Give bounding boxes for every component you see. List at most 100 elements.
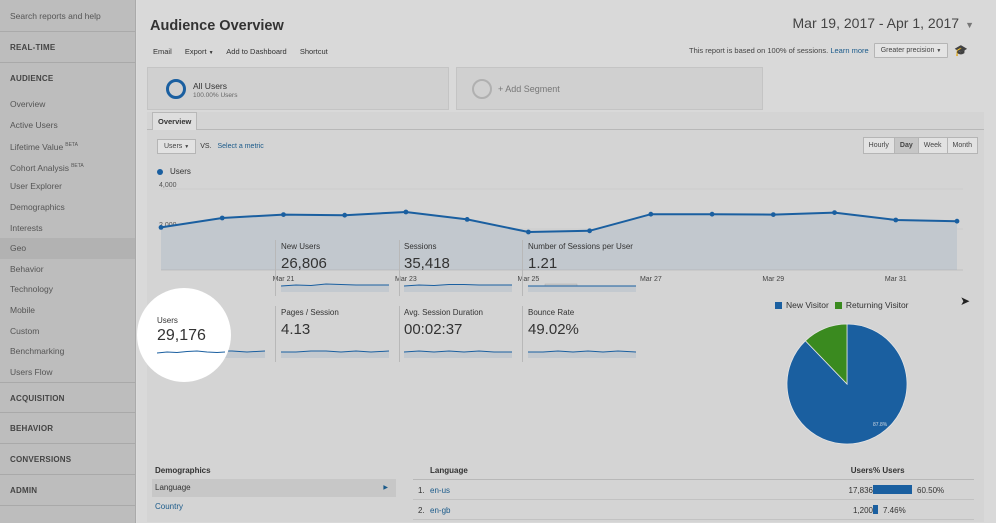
pct-users-bar — [873, 505, 878, 514]
sidebar-item-lifetime-value[interactable]: Lifetime Value BETA — [0, 135, 135, 156]
mouse-cursor-icon: ➤ — [960, 294, 971, 308]
language-link[interactable]: en-gb — [430, 506, 451, 515]
sidebar-item-label: User Explorer — [10, 181, 62, 192]
segment-all-users[interactable]: All Users 100.00% Users — [147, 67, 449, 110]
data-point-mar-19[interactable] — [158, 225, 164, 230]
data-point-mar-29[interactable] — [770, 212, 776, 217]
chevron-down-icon: ▼ — [936, 48, 942, 54]
demographics-country[interactable]: Country — [155, 502, 184, 511]
stat-tile-avg-session-duration[interactable]: Avg. Session Duration 00:02:37 — [404, 306, 522, 364]
spotlight-highlight — [137, 288, 231, 382]
pie-legend: New Visitor Returning Visitor — [775, 300, 909, 310]
stat-tile-number-of-sessions-per-user[interactable]: Number of Sessions per User 1.21 — [528, 240, 646, 298]
data-point-mar-20[interactable] — [219, 215, 225, 221]
sidebar-section-audience[interactable]: AUDIENCE — [10, 74, 54, 83]
stat-tile-bounce-rate[interactable]: Bounce Rate 49.02% — [528, 306, 646, 364]
chevron-down-icon: ▼ — [965, 20, 974, 30]
sidebar-item-user-explorer[interactable]: User Explorer — [0, 176, 135, 197]
col-language-header[interactable]: Language — [430, 466, 468, 475]
sidebar-item-cohort-analysis[interactable]: Cohort Analysis BETA — [0, 156, 135, 177]
graduation-cap-icon[interactable]: 🎓 — [954, 45, 968, 57]
chart-area — [161, 212, 957, 270]
email-button[interactable]: Email — [153, 47, 172, 56]
beta-badge: BETA — [71, 162, 84, 169]
sidebar-item-custom[interactable]: Custom — [0, 321, 135, 342]
sidebar-section-admin[interactable]: ADMIN — [0, 475, 135, 507]
precision-select[interactable]: Greater precision ▼ — [873, 43, 949, 58]
legend-swatch-new — [775, 301, 782, 309]
add-to-dashboard-button[interactable]: Add to Dashboard — [226, 47, 287, 56]
x-tick-label: Mar 21 — [273, 276, 295, 283]
sidebar-item-geo[interactable]: Geo — [0, 238, 135, 259]
x-tick-label: Mar 25 — [517, 276, 539, 283]
data-point-mar-23[interactable] — [403, 209, 409, 215]
sidebar-item-benchmarking[interactable]: Benchmarking — [0, 341, 135, 362]
add-segment-button[interactable]: + Add Segment — [456, 67, 763, 110]
hourly-button[interactable]: Hourly — [862, 137, 895, 154]
data-point-mar-25[interactable] — [525, 229, 531, 235]
sidebar-section-acquisition[interactable]: ACQUISITION — [0, 382, 135, 414]
sidebar-item-behavior[interactable]: Behavior — [0, 259, 135, 280]
shortcut-button[interactable]: Shortcut — [299, 47, 328, 56]
stat-tile-new-users[interactable]: New Users 26,806 — [281, 240, 399, 298]
legend-dot — [157, 168, 163, 175]
data-point-mar-28[interactable] — [709, 211, 715, 217]
data-point-mar-24[interactable] — [464, 217, 470, 222]
sidebar-item-users-flow[interactable]: Users Flow — [0, 362, 135, 383]
metric-select[interactable]: Users ▼ — [157, 139, 197, 154]
select-metric-link[interactable]: Select a metric — [217, 143, 264, 150]
pie-slice-label: 87.8% — [873, 422, 888, 428]
sidebar-item-label: Lifetime Value — [10, 142, 64, 153]
data-point-mar-27[interactable] — [648, 211, 654, 217]
tab-overview[interactable]: Overview — [152, 112, 198, 130]
month-button[interactable]: Month — [946, 137, 978, 154]
language-link[interactable]: en-us — [430, 486, 451, 495]
search-input[interactable]: Search reports and help — [0, 0, 135, 32]
data-point-mar-30[interactable] — [832, 210, 837, 215]
stat-tile-pages-session[interactable]: Pages / Session 4.13 — [281, 306, 399, 364]
sidebar-item-label: Users Flow — [10, 366, 53, 377]
sidebar-item-technology[interactable]: Technology — [0, 279, 135, 300]
stat-tile-sessions[interactable]: Sessions 35,418 — [404, 240, 522, 298]
visitor-pie-chart[interactable]: 87.8% — [785, 322, 909, 446]
data-point-mar-31[interactable] — [893, 217, 899, 223]
sidebar-section-realtime[interactable]: REAL-TIME — [0, 32, 135, 63]
date-range-picker[interactable]: Mar 19, 2017 - Apr 1, 2017 ▼ — [793, 15, 974, 31]
day-button[interactable]: Day — [893, 137, 919, 154]
sidebar-section-behavior[interactable]: BEHAVIOR — [0, 413, 135, 445]
learn-more-link[interactable]: Learn more — [830, 46, 869, 55]
data-point-apr-1[interactable] — [954, 218, 960, 224]
users-stat-label: Users — [157, 316, 178, 325]
x-tick-label: Mar 31 — [885, 276, 907, 283]
demographics-language[interactable]: Language ▶ — [152, 479, 396, 497]
tile-divider — [275, 240, 276, 296]
sidebar-item-label: Behavior — [10, 263, 44, 274]
week-button[interactable]: Week — [917, 137, 948, 154]
col-pct-users-header[interactable]: % Users — [873, 466, 905, 475]
users-value: 17,836 — [848, 486, 873, 495]
export-button[interactable]: Export ▼ — [184, 47, 214, 56]
legend-returning-visitor: Returning Visitor — [845, 300, 909, 310]
beta-badge: BETA — [65, 142, 78, 149]
sidebar-item-interests[interactable]: Interests — [0, 218, 135, 239]
col-users-header[interactable]: Users — [850, 466, 873, 475]
pie-slice-returning-visitor[interactable] — [804, 323, 848, 385]
stat-sparkline — [528, 285, 636, 292]
sidebar-section-conversions[interactable]: CONVERSIONS — [0, 444, 135, 476]
sidebar-item-label: Geo — [10, 243, 27, 254]
stat-label: Avg. Session Duration — [404, 308, 484, 317]
sidebar-item-active-users[interactable]: Active Users — [0, 115, 135, 136]
sidebar-item-mobile[interactable]: Mobile — [0, 300, 135, 321]
stat-sparkline — [281, 350, 389, 358]
sidebar-item-demographics[interactable]: Demographics — [0, 197, 135, 218]
data-point-mar-22[interactable] — [342, 212, 348, 218]
users-value: 1,200 — [852, 506, 873, 515]
data-point-mar-26[interactable] — [587, 228, 593, 234]
data-point-mar-21[interactable] — [281, 212, 286, 217]
users-sparkline — [157, 350, 225, 354]
stat-value: 1.21 — [528, 255, 558, 272]
sidebar-item-label: Interests — [10, 222, 43, 233]
y-tick-label: 4,000 — [159, 182, 177, 189]
sidebar-item-overview[interactable]: Overview — [0, 94, 135, 115]
